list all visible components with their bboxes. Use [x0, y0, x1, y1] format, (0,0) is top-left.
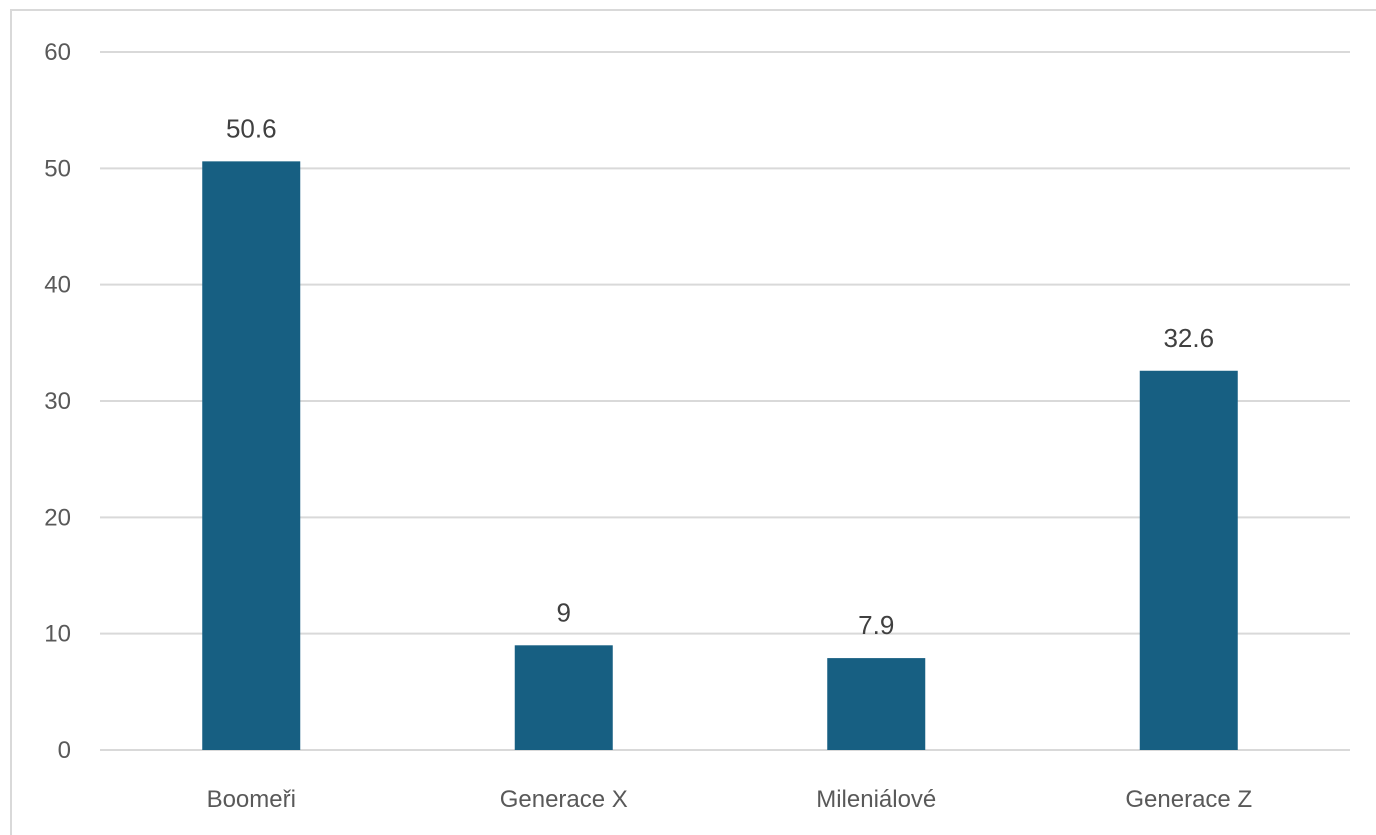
- bar: [514, 645, 613, 750]
- y-tick-label: 50: [44, 155, 71, 182]
- bars: [202, 161, 1238, 750]
- data-label: 7.9: [858, 610, 894, 640]
- bar: [827, 658, 926, 750]
- data-label: 9: [557, 597, 571, 627]
- y-tick-label: 40: [44, 272, 71, 299]
- y-tick-label: 0: [58, 737, 71, 764]
- category-label: Mileniálové: [816, 786, 936, 813]
- y-tick-label: 20: [44, 504, 71, 531]
- category-label: Generace Z: [1125, 786, 1252, 813]
- category-label: Boomeři: [207, 786, 296, 813]
- bar: [202, 161, 301, 750]
- data-labels: 50.6 9 7.9 32.6: [226, 113, 1214, 640]
- data-label: 32.6: [1163, 323, 1214, 353]
- bar: [1139, 370, 1238, 750]
- data-label: 50.6: [226, 113, 277, 143]
- y-tick-label: 60: [44, 39, 71, 66]
- y-tick-label: 10: [44, 621, 71, 648]
- x-axis-category-labels: Boomeři Generace X Mileniálové Generace Z: [207, 786, 1253, 813]
- category-label: Generace X: [500, 786, 628, 813]
- y-axis-tick-labels: 0 10 20 30 40 50 60: [44, 39, 71, 764]
- y-tick-label: 30: [44, 388, 71, 415]
